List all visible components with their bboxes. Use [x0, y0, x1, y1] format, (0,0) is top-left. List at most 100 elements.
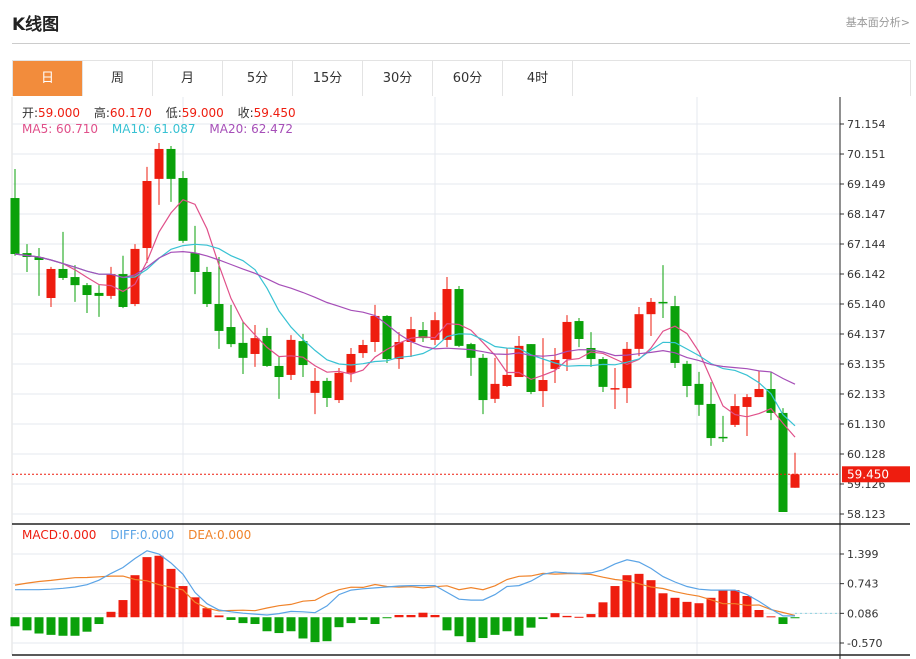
- diff-line: [15, 550, 795, 617]
- macd-bar: [10, 617, 20, 627]
- high-label: 高:: [93, 106, 110, 120]
- candle-body: [766, 388, 776, 413]
- macd-bar: [286, 617, 296, 632]
- macd-bar: [70, 617, 80, 636]
- macd-bar: [742, 595, 752, 618]
- macd-bar: [658, 593, 668, 618]
- candle-body: [574, 321, 584, 340]
- candle-body: [274, 365, 284, 378]
- macd-bar: [394, 614, 404, 618]
- tab-15min[interactable]: 15分: [293, 61, 363, 96]
- macd-bar: [634, 573, 644, 618]
- candle-body: [46, 268, 56, 299]
- macd-value: MACD:0.000: [22, 528, 97, 542]
- ma20-line: [14, 250, 796, 385]
- candle-body: [454, 289, 464, 346]
- ma-legend: MA5: 60.710 MA10: 61.087 MA20: 62.472: [22, 122, 303, 136]
- tab-month[interactable]: 月: [153, 61, 223, 96]
- candle-body: [250, 338, 260, 354]
- macd-bar: [334, 617, 344, 628]
- dea-value: DEA:0.000: [188, 528, 252, 542]
- macd-bar: [106, 611, 116, 618]
- macd-bar: [514, 617, 524, 636]
- candle-body: [670, 306, 680, 363]
- macd-bar: [442, 617, 452, 631]
- macd-bar: [766, 616, 776, 618]
- candle-body: [418, 330, 428, 339]
- candle-body: [286, 339, 296, 375]
- candle-body: [70, 277, 80, 286]
- candle-body: [634, 314, 644, 349]
- candle-body: [118, 274, 128, 307]
- tab-4h[interactable]: 4时: [503, 61, 573, 96]
- tab-5min[interactable]: 5分: [223, 61, 293, 96]
- candle-body: [790, 474, 800, 488]
- candle-body: [730, 406, 740, 425]
- macd-bar: [754, 610, 764, 618]
- candle-body: [658, 301, 668, 304]
- macd-bar: [226, 617, 236, 620]
- candle-body: [622, 348, 632, 389]
- tab-30min[interactable]: 30分: [363, 61, 433, 96]
- price-tick-label: 60.128: [847, 448, 886, 461]
- divider: [12, 43, 910, 44]
- macd-bar: [586, 614, 596, 618]
- candle-body: [322, 380, 332, 398]
- macd-bar: [682, 601, 692, 618]
- candle-body: [406, 329, 416, 343]
- macd-bar: [358, 617, 368, 620]
- price-tick-label: 66.142: [847, 268, 886, 281]
- macd-bar: [490, 617, 500, 635]
- macd-bar: [214, 615, 224, 618]
- macd-bar: [94, 617, 104, 625]
- macd-bar: [526, 617, 536, 628]
- macd-bar: [598, 602, 608, 618]
- last-price-label: 59.450: [847, 467, 889, 481]
- macd-bar: [622, 575, 632, 618]
- macd-bar: [82, 617, 92, 632]
- price-tick-label: 64.137: [847, 328, 886, 341]
- candle-body: [394, 342, 404, 360]
- price-tick-label: 65.140: [847, 298, 886, 311]
- macd-bar: [310, 617, 320, 643]
- macd-bar: [478, 617, 488, 639]
- price-tick-label: 63.135: [847, 358, 886, 371]
- dea-line: [14, 572, 796, 616]
- candle-body: [346, 353, 356, 373]
- macd-bar: [298, 617, 308, 639]
- candle-body: [310, 380, 320, 393]
- close-value: 59.450: [253, 106, 296, 120]
- candle-body: [94, 292, 104, 296]
- price-tick-label: 69.149: [847, 178, 886, 191]
- candle-body: [682, 363, 692, 386]
- price-tick-label: 61.130: [847, 418, 886, 431]
- period-tabs: 日 周 月 5分 15分 30分 60分 4时: [12, 60, 911, 96]
- macd-tick-label: 1.399: [847, 548, 879, 561]
- macd-bar: [670, 597, 680, 618]
- macd-bar: [706, 597, 716, 618]
- macd-bar: [610, 586, 620, 618]
- price-tick-label: 58.123: [847, 508, 886, 521]
- candle-body: [466, 344, 476, 358]
- candle-body: [238, 342, 248, 358]
- candle-body: [34, 257, 44, 260]
- macd-bar: [574, 616, 584, 618]
- tab-week[interactable]: 周: [83, 61, 153, 96]
- price-tick-label: 62.133: [847, 388, 886, 401]
- candle-body: [358, 344, 368, 354]
- macd-bar: [34, 617, 44, 634]
- candle-body: [442, 289, 452, 340]
- fundamental-analysis-link[interactable]: 基本面分析>: [845, 16, 910, 29]
- last-price-badge: [842, 466, 910, 483]
- macd-bar: [550, 613, 560, 618]
- tab-60min[interactable]: 60分: [433, 61, 503, 96]
- macd-bar: [322, 617, 332, 642]
- macd-bar: [538, 617, 548, 620]
- macd-tick-label: 0.086: [847, 607, 879, 620]
- macd-legend: MACD:0.000 DIFF:0.000 DEA:0.000: [22, 528, 261, 542]
- tab-day[interactable]: 日: [13, 61, 83, 96]
- macd-bar: [274, 617, 284, 634]
- ma5-line: [14, 198, 796, 438]
- macd-bar: [46, 617, 56, 635]
